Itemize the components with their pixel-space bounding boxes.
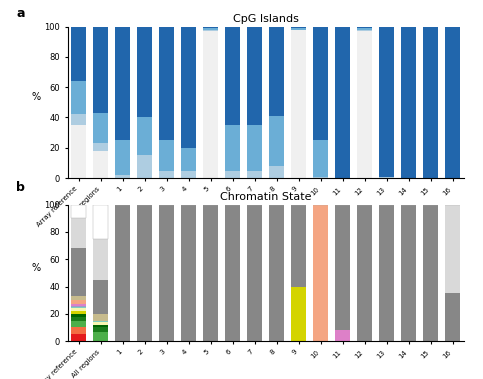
Bar [137, 205, 152, 341]
Bar [93, 314, 108, 321]
Bar [137, 117, 152, 155]
Bar [71, 314, 86, 316]
Bar [93, 332, 108, 341]
Bar [71, 27, 86, 81]
Bar [71, 307, 86, 309]
Bar [93, 113, 108, 143]
Bar [379, 177, 395, 178]
Bar [445, 205, 460, 293]
Bar [423, 27, 439, 178]
Bar [335, 330, 350, 341]
Bar [291, 287, 306, 341]
Bar [203, 27, 218, 28]
Bar [71, 309, 86, 311]
Bar [203, 31, 218, 178]
Bar [93, 151, 108, 178]
Bar [93, 280, 108, 314]
Bar [203, 30, 218, 31]
Bar [313, 205, 328, 341]
Bar [445, 27, 460, 178]
Bar [71, 311, 86, 314]
Bar [115, 205, 130, 341]
Bar [247, 125, 262, 171]
Bar [357, 27, 372, 28]
Bar [93, 327, 108, 332]
Text: a: a [16, 8, 25, 20]
Bar [225, 205, 241, 341]
Bar [203, 28, 218, 30]
Bar [335, 27, 350, 178]
Legend: Non CGI, Shelf, Shore, CpG island: Non CGI, Shelf, Shore, CpG island [164, 258, 367, 273]
Bar [115, 175, 130, 178]
Bar [203, 205, 218, 341]
Bar [93, 27, 108, 113]
Bar [71, 81, 86, 114]
Bar [71, 327, 86, 334]
Bar [181, 205, 197, 341]
Bar [401, 205, 416, 341]
Bar [357, 31, 372, 178]
Bar [115, 27, 130, 140]
Bar [225, 171, 241, 178]
Y-axis label: %: % [31, 92, 41, 102]
Bar [159, 171, 174, 178]
Bar [71, 218, 86, 248]
Bar [181, 171, 197, 178]
Bar [181, 27, 197, 148]
Bar [159, 27, 174, 140]
Bar [137, 155, 152, 178]
Bar [93, 143, 108, 151]
Bar [379, 205, 395, 341]
Bar [401, 27, 416, 178]
Bar [269, 205, 284, 341]
Bar [71, 300, 86, 304]
Bar [445, 293, 460, 341]
Bar [137, 27, 152, 117]
Bar [93, 205, 108, 239]
Bar [159, 140, 174, 171]
Bar [357, 205, 372, 341]
Title: CpG Islands: CpG Islands [233, 14, 298, 24]
Bar [159, 205, 174, 341]
Bar [291, 27, 306, 28]
Bar [225, 125, 241, 171]
Bar [335, 205, 350, 330]
Bar [71, 321, 86, 327]
Bar [269, 116, 284, 166]
Bar [313, 27, 328, 140]
Bar [115, 140, 130, 175]
Bar [93, 321, 108, 322]
Bar [71, 296, 86, 300]
Bar [291, 30, 306, 178]
Bar [269, 27, 284, 116]
Bar [247, 171, 262, 178]
Title: Chromatin State: Chromatin State [220, 193, 312, 202]
Bar [357, 28, 372, 30]
Bar [93, 325, 108, 327]
Bar [71, 114, 86, 125]
Bar [423, 205, 439, 341]
Bar [269, 166, 284, 178]
Bar [71, 305, 86, 307]
Bar [313, 177, 328, 178]
Bar [291, 205, 306, 287]
Bar [93, 322, 108, 325]
Bar [71, 205, 86, 218]
Bar [71, 316, 86, 321]
Bar [247, 205, 262, 341]
Bar [71, 334, 86, 341]
Bar [71, 125, 86, 178]
Bar [71, 304, 86, 305]
Bar [181, 148, 197, 171]
Bar [291, 28, 306, 30]
Bar [93, 239, 108, 280]
Bar [225, 27, 241, 125]
Bar [357, 30, 372, 31]
Text: b: b [16, 181, 25, 194]
Bar [71, 248, 86, 296]
Bar [247, 27, 262, 125]
Bar [313, 140, 328, 177]
Bar [379, 27, 395, 177]
Y-axis label: %: % [31, 263, 41, 273]
